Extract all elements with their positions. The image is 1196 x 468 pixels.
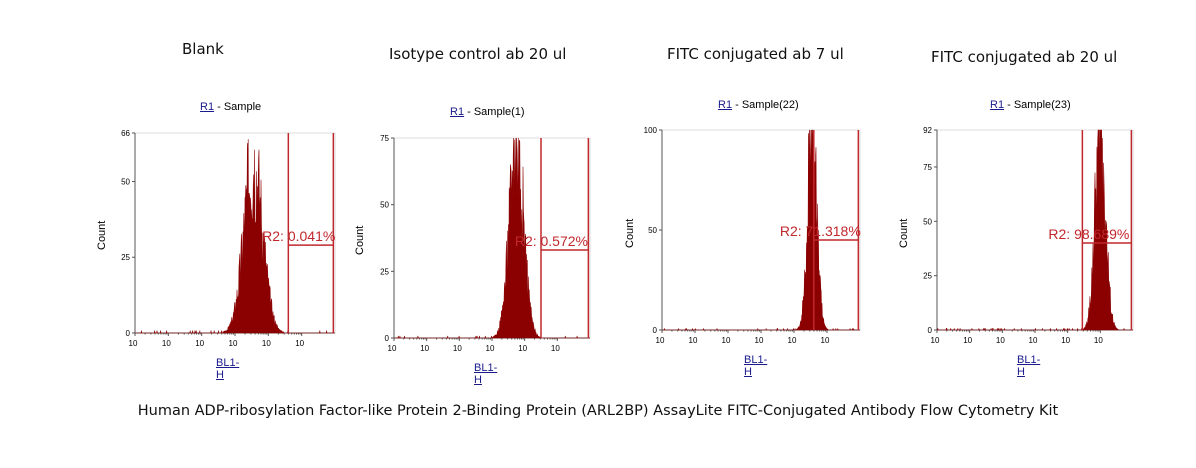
x-tick-label: 10 <box>518 344 527 353</box>
histogram-series <box>394 137 590 339</box>
y-tick-label: 50 <box>380 201 389 210</box>
x-tick-label: 10 <box>453 344 462 353</box>
x-tick-label: 10 <box>420 344 429 353</box>
histogram-plot: 0 50 100 10 10 10 10 10 10 R2: 71.318% <box>644 126 861 345</box>
x-tick-label: 10 <box>388 344 397 353</box>
y-tick-label: 66 <box>121 129 130 138</box>
y-tick-label: 50 <box>923 217 932 226</box>
panel-title: FITC conjugated ab 7 ul <box>667 45 844 63</box>
panel-title: Isotype control ab 20 ul <box>389 45 567 63</box>
histogram-plot: 0 25 50 66 10 10 10 10 10 10 R2: 0.041% <box>121 129 336 348</box>
y-tick-label: 0 <box>126 329 131 338</box>
x-tick-label: 10 <box>129 339 138 348</box>
y-tick-label: 75 <box>923 163 932 172</box>
gate-link-r1[interactable]: R1 <box>200 101 215 113</box>
y-tick-label: 25 <box>380 267 389 276</box>
x-axis-label[interactable]: BL1-H <box>744 354 768 378</box>
gate-label: R1 - Sample(1) <box>450 106 525 118</box>
panel-title: FITC conjugated ab 20 ul <box>931 48 1118 66</box>
histogram-plot: 0 25 50 75 92 10 10 10 10 10 10 R2: 98.689% <box>923 126 1134 345</box>
x-tick-label: 10 <box>689 336 698 345</box>
histogram-series <box>135 139 335 335</box>
x-tick-label: 10 <box>722 336 731 345</box>
x-tick-label: 10 <box>229 339 238 348</box>
y-tick-label: 25 <box>923 272 932 281</box>
x-tick-label: 10 <box>755 336 764 345</box>
x-tick-label: 10 <box>996 336 1005 345</box>
y-tick-label: 100 <box>644 126 658 135</box>
x-tick-label: 10 <box>1061 336 1070 345</box>
figure-caption: Human ADP-ribosylation Factor-like Prote… <box>137 403 1059 419</box>
gate-percent-label: R2: 0.572% <box>515 233 588 249</box>
y-tick-label: 92 <box>923 126 932 135</box>
x-tick-label: 10 <box>788 336 797 345</box>
gate-percent-label: R2: 71.318% <box>780 223 861 239</box>
x-tick-label: 10 <box>1094 336 1103 345</box>
x-tick-label: 10 <box>162 339 171 348</box>
y-tick-label: 25 <box>121 253 130 262</box>
x-axis-label[interactable]: BL1-H <box>1017 354 1041 378</box>
sample-label: - Sample <box>214 101 262 113</box>
x-tick-label: 10 <box>551 344 560 353</box>
y-tick-label: 0 <box>385 334 390 343</box>
panel-title: Blank <box>182 40 224 58</box>
x-tick-label: 10 <box>821 336 830 345</box>
y-tick-label: 75 <box>380 134 389 143</box>
sample-label: - Sample(22) <box>732 99 799 111</box>
x-axis-label[interactable]: BL1-H <box>216 357 240 381</box>
gate-link-r1[interactable]: R1 <box>718 99 733 111</box>
x-tick-label: 10 <box>295 339 304 348</box>
x-tick-label: 10 <box>195 339 204 348</box>
gate-label: R1 - Sample(22) <box>718 99 799 111</box>
gate-link-r1[interactable]: R1 <box>450 106 465 118</box>
gate-percent-label: R2: 0.041% <box>262 228 335 244</box>
x-tick-label: 10 <box>656 336 665 345</box>
x-tick-label: 10 <box>486 344 495 353</box>
x-axis-label[interactable]: BL1-H <box>474 362 498 386</box>
y-tick-label: 50 <box>648 226 657 235</box>
y-tick-label: 0 <box>928 326 933 335</box>
x-tick-label: 10 <box>1029 336 1038 345</box>
sample-label: - Sample(1) <box>464 106 525 118</box>
gate-percent-label: R2: 98.689% <box>1048 226 1129 242</box>
histogram-plot: 0 25 50 75 10 10 10 10 10 10 R2: 0.572% <box>380 134 591 353</box>
x-tick-label: 10 <box>262 339 271 348</box>
sample-label: - Sample(23) <box>1004 99 1071 111</box>
x-tick-label: 10 <box>931 336 940 345</box>
histogram-series <box>937 129 1133 331</box>
histogram-series <box>662 129 860 331</box>
gate-link-r1[interactable]: R1 <box>990 99 1005 111</box>
y-tick-label: 0 <box>653 326 658 335</box>
y-tick-label: 50 <box>121 177 130 186</box>
gate-label: R1 - Sample <box>200 101 261 113</box>
gate-label: R1 - Sample(23) <box>990 99 1071 111</box>
x-tick-label: 10 <box>963 336 972 345</box>
